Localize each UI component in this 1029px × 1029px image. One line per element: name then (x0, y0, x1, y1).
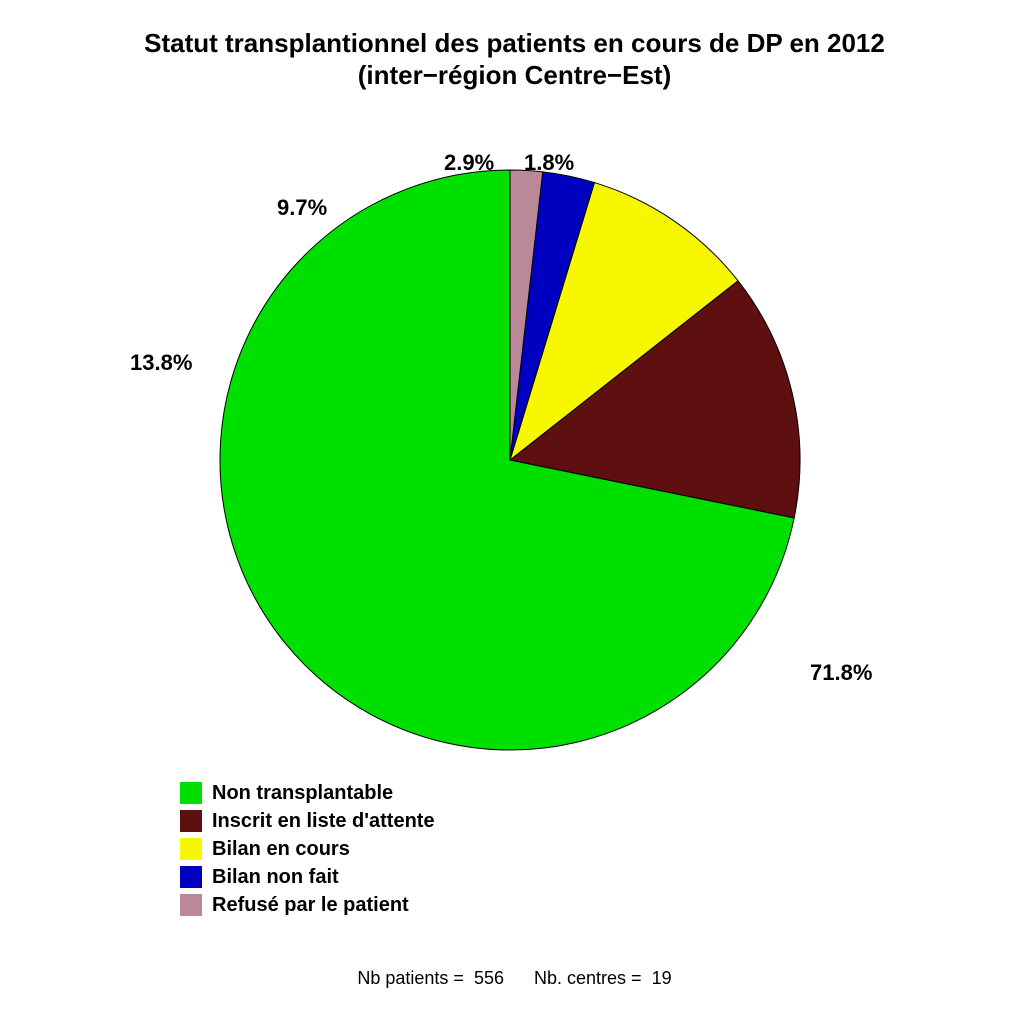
legend-item: Bilan en cours (180, 836, 435, 862)
chart-title-line2: (inter−région Centre−Est) (0, 60, 1029, 91)
legend-label: Inscrit en liste d'attente (212, 810, 435, 833)
legend-swatch (180, 782, 202, 804)
nb-patients-label: Nb patients = (357, 968, 464, 988)
pie-percent-label: 71.8% (810, 660, 872, 686)
pie-percent-label: 13.8% (130, 350, 192, 376)
legend-label: Bilan non fait (212, 866, 339, 889)
legend-swatch (180, 810, 202, 832)
legend-item: Bilan non fait (180, 864, 435, 890)
legend-item: Inscrit en liste d'attente (180, 808, 435, 834)
legend-item: Refusé par le patient (180, 892, 435, 918)
pie-percent-label: 9.7% (277, 195, 327, 221)
nb-patients-value: 556 (474, 968, 504, 988)
legend-swatch (180, 838, 202, 860)
legend-label: Bilan en cours (212, 838, 350, 861)
pie-percent-label: 2.9% (444, 150, 494, 176)
pie-percent-label: 1.8% (524, 150, 574, 176)
pie-chart-container: 71.8% 13.8% 9.7% 2.9% 1.8% (0, 150, 1029, 770)
legend-swatch (180, 866, 202, 888)
legend-item: Non transplantable (180, 780, 435, 806)
legend-label: Non transplantable (212, 782, 393, 805)
nb-centres-label: Nb. centres = (534, 968, 642, 988)
chart-title-line1: Statut transplantionnel des patients en … (0, 28, 1029, 59)
legend: Non transplantable Inscrit en liste d'att… (180, 780, 435, 920)
footer-stats: Nb patients = 556 Nb. centres = 19 (0, 968, 1029, 989)
legend-label: Refusé par le patient (212, 894, 409, 917)
legend-swatch (180, 894, 202, 916)
nb-centres-value: 19 (652, 968, 672, 988)
pie-chart-svg (0, 150, 1029, 770)
